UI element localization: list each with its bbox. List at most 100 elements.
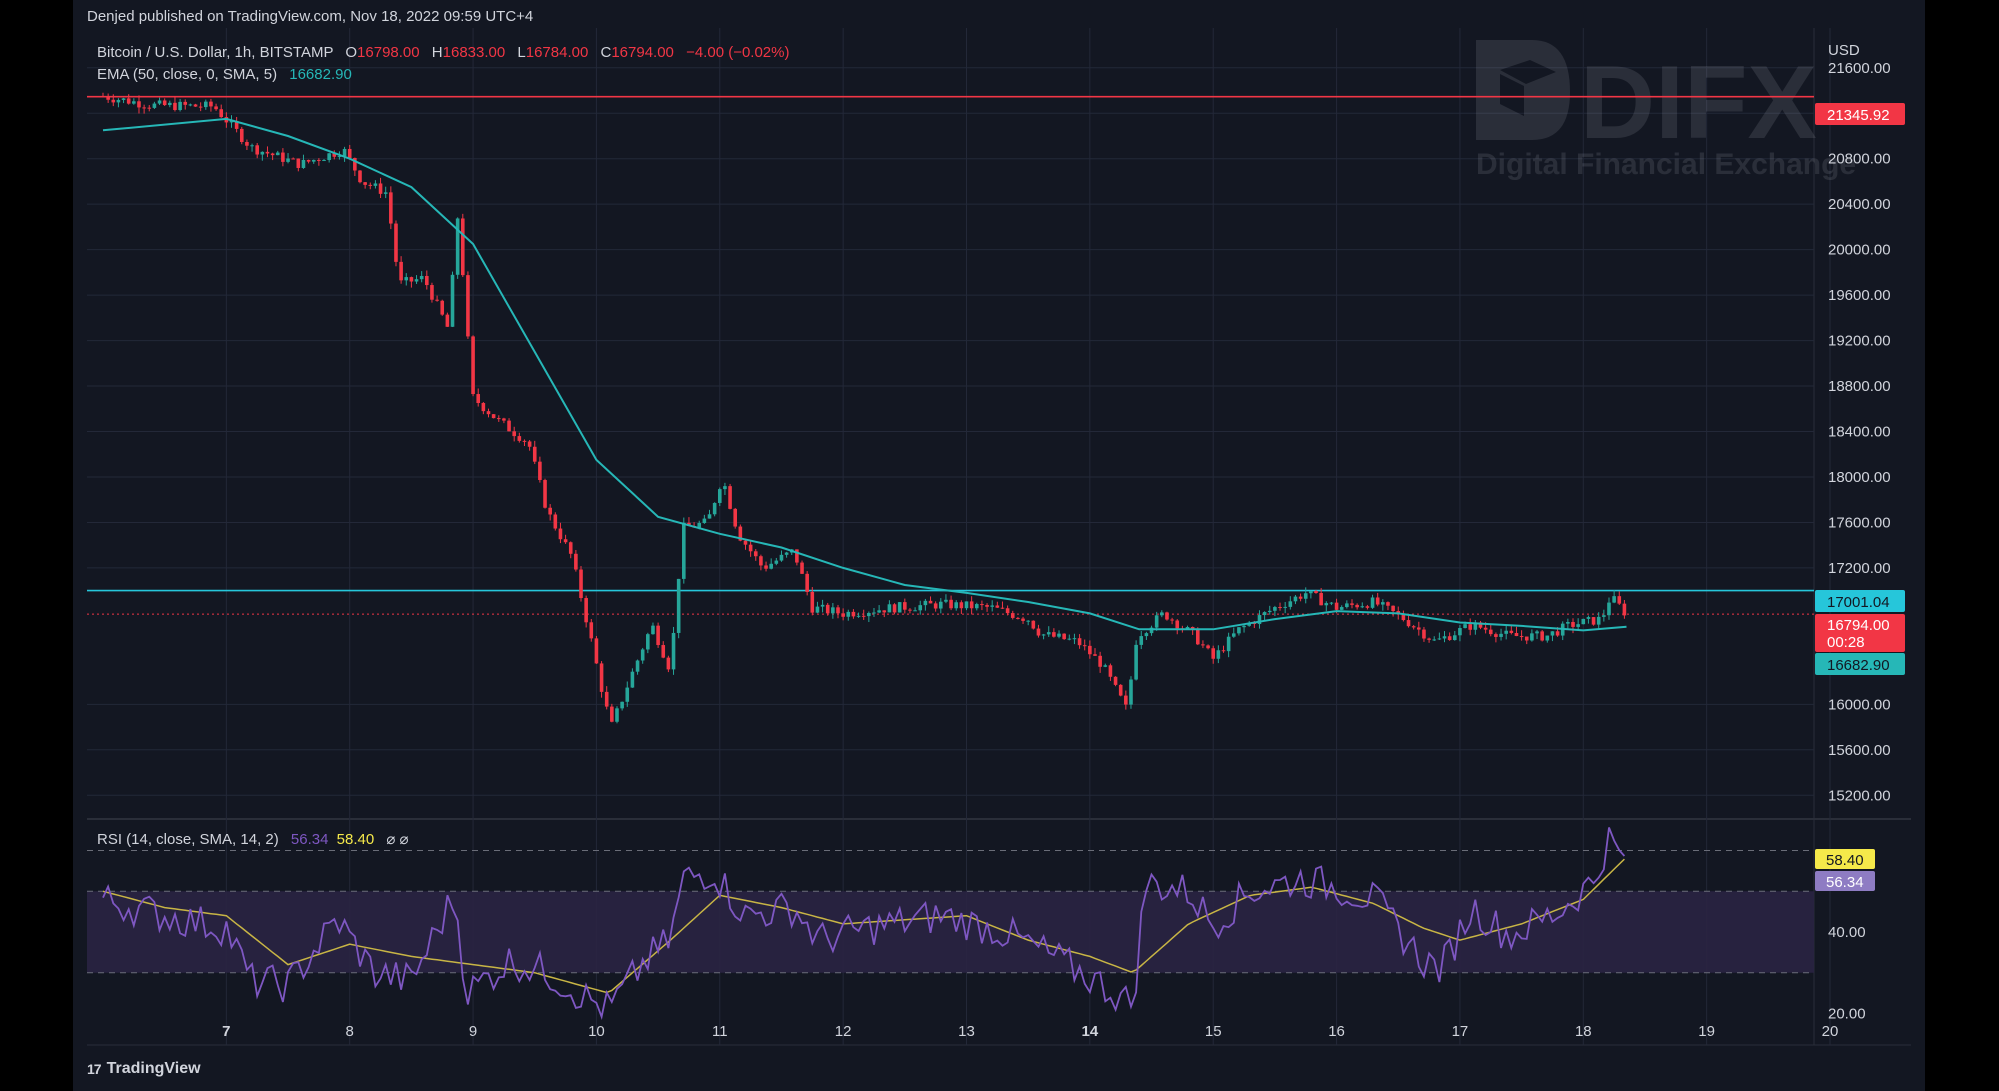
candle-body	[270, 153, 275, 156]
candle-body	[1545, 635, 1550, 641]
candle-body	[615, 708, 619, 722]
candle-body	[466, 275, 470, 337]
candle-body	[281, 152, 285, 162]
rsi-tag: 56.34	[1815, 871, 1875, 891]
candle-body	[1226, 636, 1231, 652]
rsi-legend[interactable]: RSI (14, close, SMA, 14, 2) 56.34 58.40 …	[97, 831, 409, 848]
candle-body	[1375, 597, 1380, 605]
candle-body	[928, 600, 933, 604]
candle-body	[1381, 602, 1385, 605]
tradingview-brand: TradingView	[106, 1060, 201, 1077]
candle-body	[1031, 620, 1036, 629]
candle-body	[646, 634, 650, 650]
candle-body	[358, 170, 362, 183]
candle-body	[1216, 650, 1221, 659]
ema-line	[102, 117, 1627, 632]
price-tick: 20400.00	[1828, 196, 1891, 213]
candle-body	[121, 98, 126, 100]
candle-body	[1154, 615, 1159, 628]
price-tick: 17600.00	[1828, 514, 1891, 531]
svg-text:58.40: 58.40	[1826, 852, 1864, 869]
candle-body	[1021, 618, 1025, 621]
svg-text:17001.04: 17001.04	[1827, 594, 1890, 611]
main-pane[interactable]	[87, 28, 1911, 818]
candle-body	[1411, 626, 1416, 628]
candle-body	[1067, 638, 1072, 640]
candle-body	[517, 436, 522, 441]
candle-body	[1401, 613, 1406, 621]
candle-body	[1468, 624, 1473, 630]
ema-value: 16682.90	[289, 66, 352, 83]
ohlc-legend[interactable]: Bitcoin / U.S. Dollar, 1h, BITSTAMP O167…	[97, 44, 789, 61]
candle-body	[265, 151, 270, 154]
candle-body	[245, 141, 249, 146]
candle-body	[800, 562, 804, 574]
tradingview-logo[interactable]: 17 TradingView	[87, 1060, 201, 1078]
candle-body	[918, 605, 923, 611]
candle-body	[106, 96, 110, 100]
rsi-line	[102, 827, 1626, 1021]
candle-body	[1093, 654, 1097, 656]
candle-body	[317, 159, 321, 161]
candle-body	[198, 106, 203, 108]
price-tick: 16000.00	[1828, 696, 1891, 713]
rsi-band	[87, 891, 1814, 973]
candle-body	[1077, 638, 1082, 646]
candle-body	[723, 486, 727, 490]
symbol-label: Bitcoin / U.S. Dollar, 1h, BITSTAMP	[97, 44, 333, 61]
price-tick: 18400.00	[1828, 424, 1891, 441]
candle-body	[1602, 615, 1606, 617]
candle-body	[383, 192, 388, 194]
candle-body	[1046, 632, 1051, 635]
candle-body	[810, 591, 815, 613]
candle-body	[903, 602, 907, 610]
difx-watermark: DIFX Digital Financial Exchange	[1476, 40, 1856, 181]
candle-body	[877, 610, 881, 613]
time-tick: 17	[1452, 1023, 1469, 1040]
candle-body	[1231, 633, 1236, 637]
candle-body	[1391, 605, 1395, 612]
candle-body	[1530, 633, 1534, 641]
candle-body	[1427, 638, 1431, 640]
candle-body	[574, 553, 578, 570]
candle-body	[306, 159, 311, 162]
publish-header: Denjed published on TradingView.com, Nov…	[87, 8, 534, 25]
candle-body	[974, 604, 979, 609]
rsi-value: 56.34	[291, 831, 329, 848]
candle-body	[260, 151, 265, 155]
candle-body	[496, 418, 501, 420]
ema-legend[interactable]: EMA (50, close, 0, SMA, 5) 16682.90	[97, 66, 352, 83]
candle-body	[188, 104, 193, 106]
candle-body	[250, 145, 254, 147]
candle-body	[630, 671, 635, 688]
candle-body	[841, 613, 845, 617]
candle-body	[831, 607, 835, 614]
candle-body	[568, 542, 573, 554]
price-axis[interactable]: 21600.0021200.0020800.0020400.0020000.00…	[1828, 60, 1891, 804]
candle-body	[152, 103, 157, 108]
candle-body	[784, 552, 789, 555]
candle-body	[1057, 633, 1061, 637]
rsi-axis[interactable]: 40.00 20.00	[1828, 924, 1866, 1022]
candle-body	[1303, 593, 1308, 599]
price-tick: 17200.00	[1828, 560, 1891, 577]
candle-body	[368, 184, 373, 186]
time-axis[interactable]: 7 8 9 10 11 12 13 14 15 16 17 18 19 20	[222, 1023, 1838, 1040]
candle-body	[995, 605, 1000, 608]
candle-body	[867, 613, 871, 617]
candle-body	[1293, 596, 1298, 602]
candle-body	[728, 486, 732, 509]
candle-body	[1026, 620, 1030, 622]
candle-body	[414, 279, 419, 282]
candle-body	[861, 615, 866, 617]
candle-body	[707, 514, 712, 519]
time-tick: 16	[1328, 1023, 1345, 1040]
candle-body	[193, 104, 198, 107]
candle-body	[1129, 679, 1133, 705]
candle-body	[759, 556, 763, 566]
candle-body	[116, 99, 121, 103]
candle-body	[342, 148, 347, 157]
candle-body	[882, 610, 887, 613]
candle-body	[733, 508, 738, 527]
